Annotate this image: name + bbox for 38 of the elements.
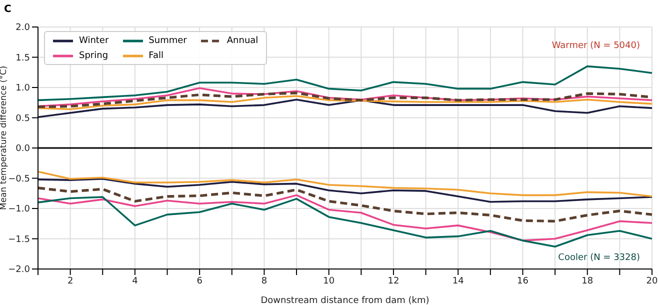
annotation: Warmer (N = 5040) — [552, 41, 640, 51]
y-tick-label: −1.0 — [8, 204, 30, 215]
legend-label: Annual — [226, 36, 258, 46]
line-series — [38, 170, 652, 198]
legend-label: Fall — [148, 50, 164, 60]
x-tick-label: 20 — [646, 276, 658, 286]
x-tick-label: 2 — [67, 276, 74, 286]
chart-title: C — [4, 4, 12, 15]
line-series — [38, 178, 652, 203]
x-tick-label: 10 — [323, 276, 335, 286]
line-series — [38, 186, 652, 223]
x-tick-label: 16 — [517, 276, 529, 286]
x-tick-label: 14 — [452, 276, 464, 286]
y-tick-label: −2.0 — [8, 265, 30, 276]
line-series — [38, 87, 652, 108]
x-tick-label: 4 — [132, 276, 138, 286]
x-tick-label: 18 — [582, 276, 594, 286]
y-tick-label: 1.5 — [16, 53, 30, 64]
y-tick-label: 0.0 — [16, 144, 30, 154]
legend-label: Spring — [79, 50, 108, 60]
x-axis-title: Downstream distance from dam (km) — [260, 296, 430, 305]
legend-label: Summer — [148, 36, 187, 46]
y-tick-label: −0.5 — [8, 174, 30, 184]
x-tick-label: 8 — [261, 276, 268, 286]
x-tick-label: 12 — [388, 276, 400, 286]
y-axis-title: Mean temperature difference (°C) — [0, 66, 10, 210]
line-series — [38, 196, 652, 248]
y-tick-label: 1.0 — [16, 84, 30, 94]
line-series — [38, 98, 652, 118]
y-tick-label: −1.5 — [8, 234, 30, 245]
line-series — [38, 65, 652, 102]
x-tick-label: 6 — [196, 276, 203, 286]
annotation: Cooler (N = 3328) — [558, 253, 640, 263]
legend-label: Winter — [79, 36, 109, 46]
line-series — [38, 194, 652, 242]
y-tick-label: 2.0 — [16, 23, 30, 34]
y-tick-label: 0.5 — [16, 114, 30, 124]
line-series — [38, 95, 652, 110]
